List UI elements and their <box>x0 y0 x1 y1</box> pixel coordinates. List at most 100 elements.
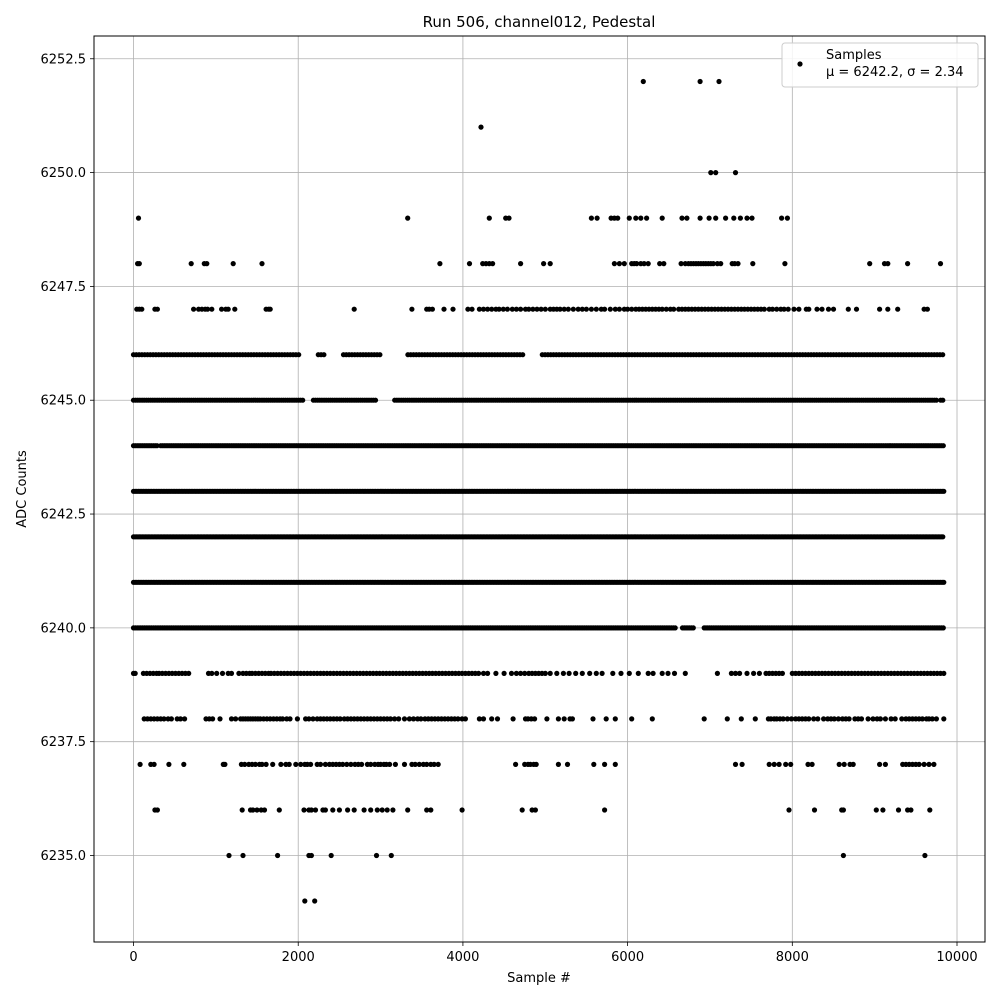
data-point <box>933 716 940 722</box>
data-point <box>678 261 684 267</box>
data-point <box>322 807 328 813</box>
data-point <box>638 215 644 221</box>
data-point <box>782 261 788 267</box>
data-point <box>476 306 482 312</box>
data-point <box>941 670 947 677</box>
data-point <box>219 670 226 677</box>
data-point <box>732 761 739 768</box>
data-point <box>588 306 595 312</box>
data-point <box>298 761 304 768</box>
data-point <box>570 306 576 312</box>
data-point <box>645 670 651 677</box>
data-point <box>774 306 780 312</box>
data-point <box>312 807 319 813</box>
data-point <box>518 261 524 267</box>
data-point <box>388 852 394 859</box>
data-point <box>368 807 374 813</box>
data-point <box>384 807 390 813</box>
data-point <box>626 670 632 677</box>
data-point <box>615 215 621 221</box>
data-point <box>618 670 624 677</box>
data-point <box>504 306 510 312</box>
data-point <box>312 898 318 904</box>
x-tick-label: 8000 <box>776 950 809 965</box>
data-point <box>480 306 487 312</box>
data-point <box>506 215 512 221</box>
data-point <box>671 306 677 312</box>
data-point <box>814 306 820 312</box>
data-point <box>294 716 300 722</box>
data-point <box>308 807 314 813</box>
data-point <box>610 670 616 677</box>
data-point <box>232 306 238 312</box>
data-point <box>749 215 755 221</box>
data-point <box>485 306 491 312</box>
data-point <box>616 306 623 312</box>
data-point <box>583 306 590 312</box>
data-point <box>441 306 447 312</box>
data-point <box>250 807 256 813</box>
data-point <box>786 807 792 813</box>
data-point <box>310 716 316 722</box>
data-point <box>626 215 632 221</box>
data-point <box>476 670 482 677</box>
data-point <box>267 306 273 312</box>
data-point <box>240 852 246 859</box>
data-point <box>731 215 737 221</box>
data-point <box>510 716 516 722</box>
data-point <box>850 761 856 768</box>
data-point <box>858 716 865 722</box>
chart-title: Run 506, channel012, Pedestal <box>423 13 656 31</box>
data-point <box>161 716 167 722</box>
data-point <box>737 215 744 221</box>
data-point <box>591 761 597 768</box>
data-point <box>188 261 194 267</box>
data-point <box>351 807 357 813</box>
data-point <box>661 261 667 267</box>
data-point <box>811 716 817 722</box>
data-point <box>154 443 160 449</box>
data-point <box>493 670 499 677</box>
data-point <box>732 170 739 176</box>
data-point <box>275 852 281 859</box>
data-point <box>635 670 641 677</box>
data-point <box>880 807 886 813</box>
data-point <box>518 670 524 677</box>
data-point <box>359 761 365 768</box>
data-point <box>922 852 928 859</box>
data-point <box>805 761 811 768</box>
data-point <box>424 807 430 813</box>
data-point <box>784 215 791 221</box>
data-point <box>469 306 475 312</box>
data-point <box>853 306 860 312</box>
data-point <box>154 306 160 312</box>
data-point <box>882 761 889 768</box>
data-point <box>225 306 231 312</box>
data-point <box>518 306 524 312</box>
data-point <box>259 261 265 267</box>
x-axis: 0 2000 4000 6000 8000 10000 <box>129 942 978 965</box>
data-point <box>877 306 883 312</box>
data-point <box>603 716 609 722</box>
data-point <box>877 716 884 722</box>
data-point <box>230 261 236 267</box>
data-point <box>756 670 763 677</box>
data-point <box>612 761 618 768</box>
data-point <box>634 261 640 267</box>
data-point <box>737 670 743 677</box>
data-point <box>228 716 235 722</box>
data-point <box>387 761 393 768</box>
data-point <box>373 852 380 859</box>
data-point <box>557 306 563 312</box>
data-point <box>328 852 334 859</box>
data-point <box>344 761 350 768</box>
data-point <box>752 716 758 722</box>
data-point <box>895 807 902 813</box>
data-point <box>437 261 443 267</box>
data-point <box>154 807 160 813</box>
data-point <box>697 215 703 221</box>
data-point <box>783 761 789 768</box>
data-point <box>621 261 627 267</box>
data-point <box>672 625 678 631</box>
